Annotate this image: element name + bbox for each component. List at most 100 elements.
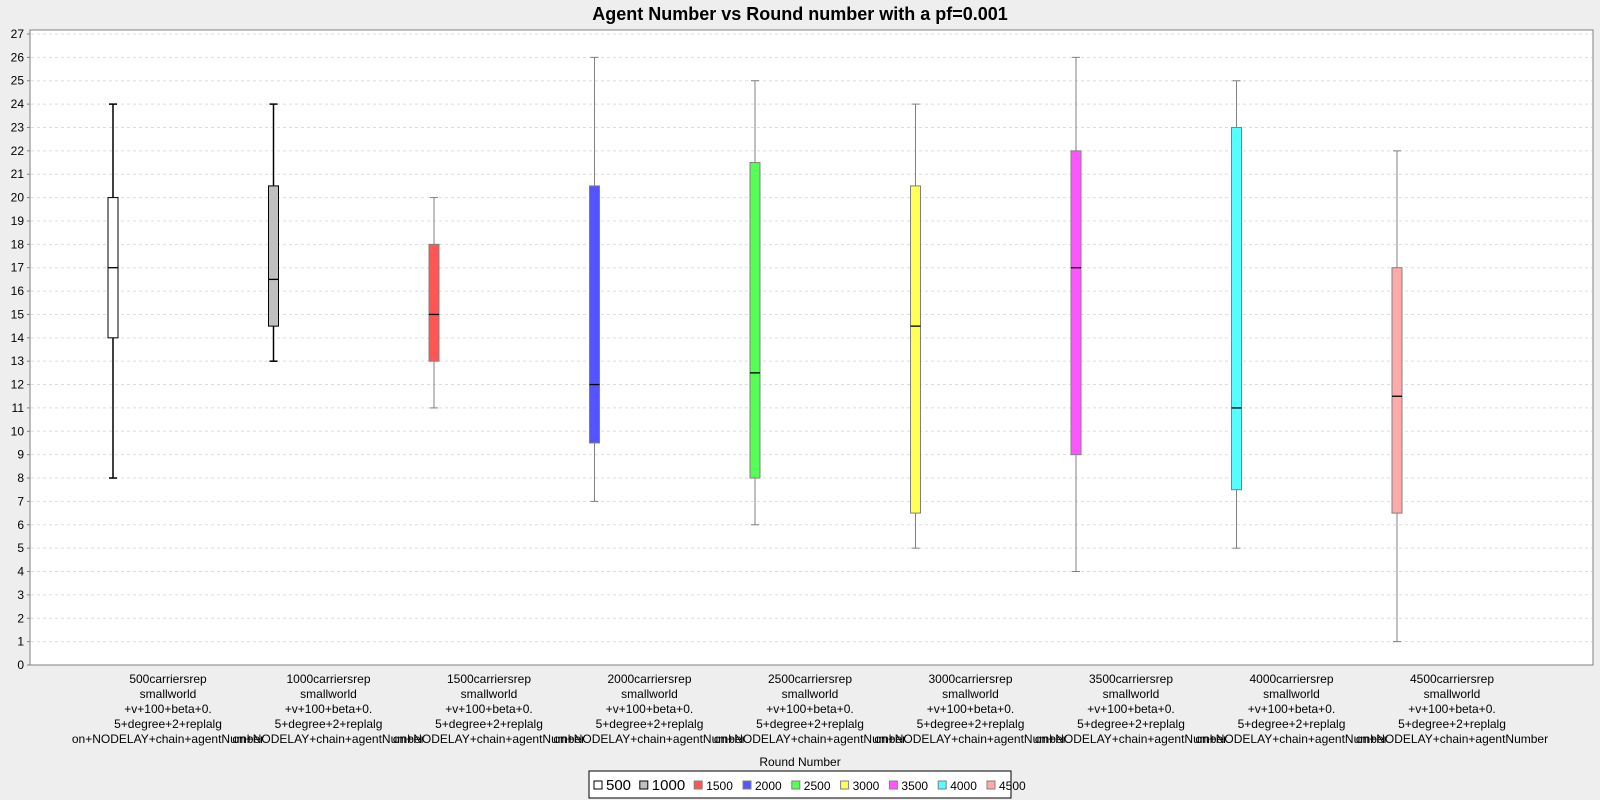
legend-item-3000: 3000 <box>840 779 880 793</box>
y-tick-label: 20 <box>11 191 25 205</box>
y-tick-label: 25 <box>11 74 25 88</box>
legend-item-1500: 1500 <box>693 779 733 793</box>
legend-swatch <box>639 780 649 790</box>
legend: 500 1000 1500 2000 2500 3000 3500 4000 4500 <box>588 770 1026 799</box>
x-category-label: 4500carriersrep smallworld +v+100+beta+0. 5… <box>1356 672 1548 746</box>
x-category-label-line: +v+100+beta+0. <box>124 702 211 716</box>
box-iqr <box>910 185 921 514</box>
plot-area <box>29 29 1594 666</box>
legend-item-4000: 4000 <box>937 779 977 793</box>
legend-swatch <box>888 780 898 790</box>
y-tick-label: 6 <box>17 518 24 532</box>
x-category-label-line: on+NODELAY+chain+agentNumber <box>1356 732 1548 746</box>
legend-swatch <box>693 780 703 790</box>
y-tick-label: 11 <box>12 401 25 415</box>
x-category-label-line: 5+degree+2+replalg <box>1398 717 1506 731</box>
y-tick-label: 19 <box>11 214 25 228</box>
x-category-label-line: +v+100+beta+0. <box>766 702 853 716</box>
x-category-label-line: on+NODELAY+chain+agentNumber <box>1195 732 1387 746</box>
boxes <box>107 56 1403 643</box>
x-category-label-line: smallworld <box>140 687 197 701</box>
box-2000 <box>589 56 600 502</box>
y-tick-label: 12 <box>11 378 25 392</box>
x-category-label: 1000carriersrep smallworld +v+100+beta+0. 5… <box>232 672 424 746</box>
y-tick-label: 4 <box>17 565 24 579</box>
legend-label: 2500 <box>804 779 831 793</box>
grid-lines <box>31 33 1592 643</box>
x-category-label-line: 5+degree+2+replalg <box>1238 717 1346 731</box>
box-iqr <box>428 243 440 362</box>
x-category-label-line: on+NODELAY+chain+agentNumber <box>874 732 1066 746</box>
x-category-label-line: smallworld <box>300 687 357 701</box>
box-iqr <box>1070 150 1082 456</box>
y-tick-label: 26 <box>11 50 25 64</box>
x-category-label-line: 5+degree+2+replalg <box>435 717 543 731</box>
legend-label: 1500 <box>706 779 733 793</box>
x-category-label-line: on+NODELAY+chain+agentNumber <box>393 732 585 746</box>
y-tick-label: 18 <box>11 237 25 251</box>
legend-label: 4500 <box>999 779 1026 793</box>
box-iqr <box>1231 126 1242 491</box>
y-tick-label: 5 <box>17 541 24 555</box>
legend-label: 500 <box>606 777 631 794</box>
y-tick-label: 13 <box>11 354 25 368</box>
x-category-label-line: smallworld <box>1424 687 1481 701</box>
x-axis-label: Round Number <box>759 755 840 769</box>
y-tick-label: 24 <box>11 97 25 111</box>
x-category-label: 3500carriersrep smallworld +v+100+beta+0. 5… <box>1035 672 1227 746</box>
legend-item-1000: 1000 <box>639 777 685 794</box>
box-iqr <box>589 185 600 444</box>
box-3000 <box>910 103 921 549</box>
y-axis: 0123456789101112131415161718192021222324… <box>11 27 30 672</box>
y-tick-label: 14 <box>11 331 25 345</box>
box-iqr <box>268 185 279 327</box>
x-category-label-line: on+NODELAY+chain+agentNumber <box>714 732 906 746</box>
legend-label: 2000 <box>755 779 782 793</box>
x-category-label-line: smallworld <box>782 687 839 701</box>
x-category-label-line: +v+100+beta+0. <box>1408 702 1495 716</box>
x-category-label-line: +v+100+beta+0. <box>1087 702 1174 716</box>
legend-swatch <box>840 780 850 790</box>
x-category-label-line: smallworld <box>1263 687 1320 701</box>
x-category-label-line: 3500carriersrep <box>1089 672 1173 686</box>
x-category-label-line: on+NODELAY+chain+agentNumber <box>1035 732 1227 746</box>
x-category-label-line: 5+degree+2+replalg <box>756 717 864 731</box>
box-500 <box>107 103 119 479</box>
y-tick-label: 22 <box>11 144 25 158</box>
y-tick-label: 21 <box>11 167 25 181</box>
y-tick-label: 10 <box>11 424 25 438</box>
x-category-label-line: smallworld <box>621 687 678 701</box>
x-category-label: 2000carriersrep smallworld +v+100+beta+0. 5… <box>553 672 745 746</box>
y-tick-label: 2 <box>17 611 24 625</box>
legend-label: 3500 <box>901 779 928 793</box>
box-4000 <box>1231 80 1242 549</box>
y-tick-label: 16 <box>11 284 25 298</box>
x-category-label-line: 5+degree+2+replalg <box>275 717 383 731</box>
y-tick-label: 3 <box>17 588 24 602</box>
y-tick-label: 1 <box>17 635 24 649</box>
chart-title: Agent Number vs Round number with a pf=0… <box>592 4 1008 24</box>
box-1500 <box>428 197 440 409</box>
x-category-label-line: 500carriersrep <box>129 672 207 686</box>
x-category-label-line: 1500carriersrep <box>447 672 531 686</box>
legend-item-4500: 4500 <box>986 779 1026 793</box>
x-category-label-line: smallworld <box>461 687 518 701</box>
x-category-label: 3000carriersrep smallworld +v+100+beta+0. 5… <box>874 672 1066 746</box>
x-category-label-line: +v+100+beta+0. <box>445 702 532 716</box>
x-category-label: 1500carriersrep smallworld +v+100+beta+0. 5… <box>393 672 585 746</box>
x-category-label-line: +v+100+beta+0. <box>927 702 1014 716</box>
box-1000 <box>268 103 279 362</box>
legend-swatch <box>593 780 603 790</box>
x-category-label: 500carriersrep smallworld +v+100+beta+0. 5+… <box>72 672 264 746</box>
x-category-label-line: on+NODELAY+chain+agentNumber <box>232 732 424 746</box>
legend-swatch <box>791 780 801 790</box>
x-category-label-line: 5+degree+2+replalg <box>917 717 1025 731</box>
y-tick-label: 9 <box>17 448 24 462</box>
x-category-label-line: 5+degree+2+replalg <box>114 717 222 731</box>
x-axis-category-labels: 500carriersrep smallworld +v+100+beta+0. 5+… <box>72 672 1548 746</box>
x-category-label-line: +v+100+beta+0. <box>606 702 693 716</box>
x-category-label-line: +v+100+beta+0. <box>285 702 372 716</box>
legend-label: 3000 <box>853 779 880 793</box>
legend-item-2000: 2000 <box>742 779 782 793</box>
